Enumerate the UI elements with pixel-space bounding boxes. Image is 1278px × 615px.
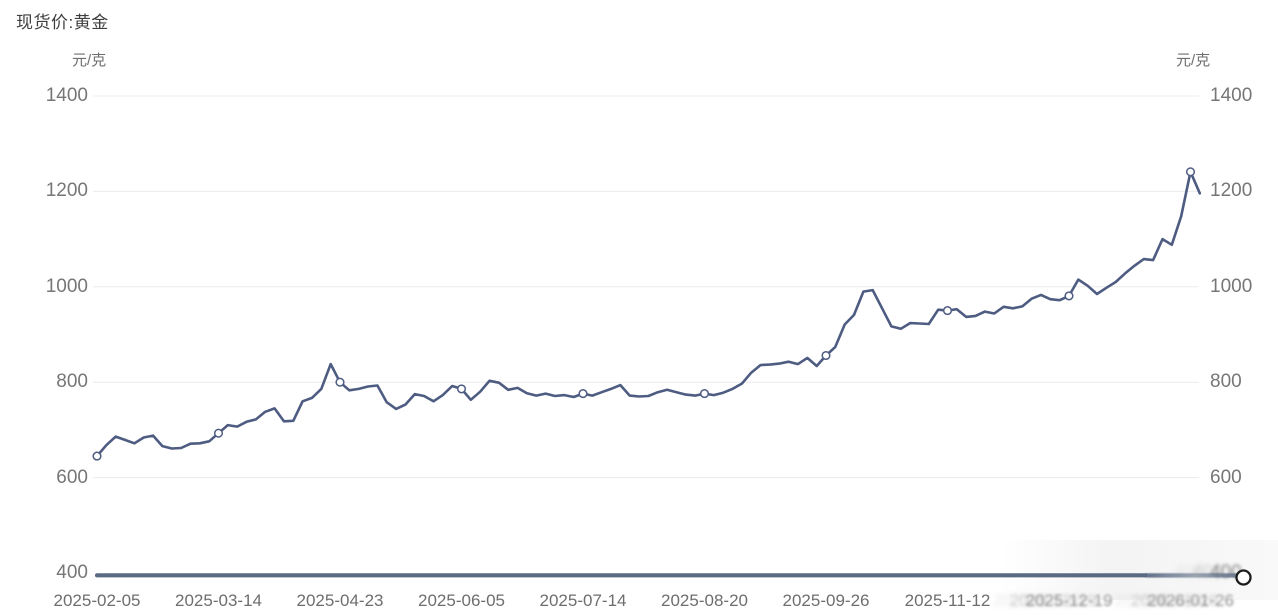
bottom-scrollbar-smeared-segment[interactable] xyxy=(1146,573,1238,578)
marker-point xyxy=(699,389,710,399)
y-axis-unit-left: 元/克 xyxy=(72,52,107,69)
scrollbar-handle[interactable] xyxy=(1235,569,1252,586)
marker-point xyxy=(92,451,102,461)
x-tick-2026-01-26: 2026-01-26 xyxy=(1147,591,1234,610)
marker-point xyxy=(821,350,831,361)
y-tick-left-1000: 1000 xyxy=(45,275,88,297)
y-tick-left-1200: 1200 xyxy=(45,180,88,202)
y-tick-right-400: 400 xyxy=(1210,562,1242,583)
marker-point xyxy=(1064,291,1074,301)
x-tick-2025-04-23: 2025-04-23 xyxy=(296,591,384,610)
x-tick-2025-08-20: 2025-08-20 xyxy=(661,591,748,610)
bottom-scrollbar-track[interactable] xyxy=(95,573,1148,578)
y-axis-unit-right: 元/克 xyxy=(1176,52,1211,69)
y-tick-right-800: 800 xyxy=(1210,371,1242,393)
marker-point xyxy=(213,428,224,438)
x-tick-2025-02-05: 2025-02-05 xyxy=(53,591,141,610)
chart-title: 现货价:黄金 xyxy=(16,13,109,32)
y-tick-right-600: 600 xyxy=(1210,466,1242,488)
x-tick-2025-09-26: 2025-09-26 xyxy=(782,591,870,610)
y-tick-left-1400: 1400 xyxy=(45,85,88,106)
marker-point xyxy=(942,306,953,316)
marker-point xyxy=(1185,167,1196,177)
gridlines xyxy=(93,95,1199,479)
y-tick-left-600: 600 xyxy=(56,466,88,488)
x-tick-2025-07-14: 2025-07-14 xyxy=(539,591,627,610)
marker-point xyxy=(578,389,588,399)
y-tick-left-400: 400 xyxy=(56,562,88,583)
x-tick-2025-12-19: 2025-12-19 xyxy=(1025,591,1113,610)
x-tick-2025-03-14: 2025-03-14 xyxy=(175,591,262,610)
data-point-markers xyxy=(92,167,1196,461)
y-tick-left-800: 800 xyxy=(56,371,88,393)
y-tick-right-1000: 1000 xyxy=(1210,275,1253,297)
y-tick-right-1200: 1200 xyxy=(1210,180,1253,202)
marker-point xyxy=(456,384,467,394)
y-tick-right-1400: 1400 xyxy=(1210,85,1253,106)
x-tick-2025-06-05: 2025-06-05 xyxy=(418,591,505,610)
price-line-series xyxy=(95,170,1202,458)
x-tick-2025-11-12: 2025-11-12 xyxy=(904,591,991,610)
marker-point xyxy=(335,377,345,387)
